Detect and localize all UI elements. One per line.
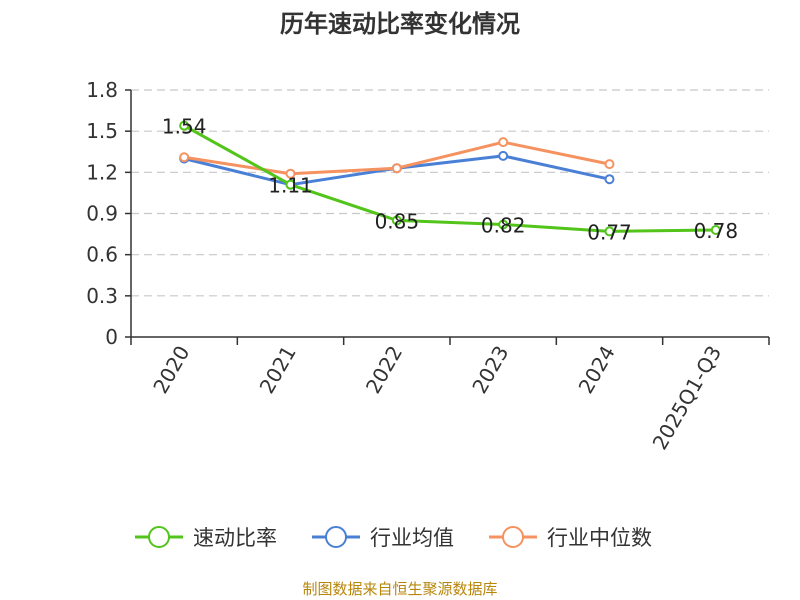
data-label: 1.54 — [162, 115, 207, 139]
y-tick-label: 0 — [105, 325, 118, 349]
data-label: 0.82 — [481, 213, 526, 237]
x-tick-label: 2020 — [148, 342, 194, 398]
legend-label: 行业均值 — [370, 526, 454, 550]
y-tick-label: 0.6 — [86, 243, 118, 267]
x-tick-label: 2025Q1-Q3 — [647, 342, 726, 454]
legend-label: 行业中位数 — [547, 526, 652, 550]
data-point[interactable] — [391, 215, 402, 226]
legend-item[interactable]: 速动比率 — [135, 526, 277, 550]
data-point[interactable] — [179, 152, 190, 163]
data-labels: 1.54 1.11 0.85 0.82 0.77 0.78 — [162, 115, 738, 245]
y-tick-label: 1.8 — [86, 78, 118, 102]
y-tick-label: 1.2 — [86, 160, 118, 184]
data-point[interactable] — [179, 120, 190, 131]
legend-swatch-marker — [325, 526, 347, 548]
data-label: 0.85 — [375, 209, 420, 233]
data-point[interactable] — [498, 150, 509, 161]
data-point[interactable] — [285, 168, 296, 179]
legend-label: 速动比率 — [193, 526, 277, 550]
data-point[interactable] — [285, 179, 296, 190]
chart-title: 历年速动比率变化情况 — [280, 10, 520, 38]
legend-swatch-marker — [148, 526, 170, 548]
x-tick-label: 2023 — [467, 341, 513, 397]
legend[interactable]: 速动比率 行业均值 行业中位数 — [135, 526, 652, 550]
data-label: 0.77 — [587, 220, 632, 244]
legend-item[interactable]: 行业均值 — [312, 526, 454, 550]
series-line — [183, 124, 716, 233]
y-tick-label: 0.9 — [86, 202, 118, 226]
data-label: 1.11 — [268, 174, 313, 198]
legend-swatch-marker — [502, 526, 524, 548]
data-point[interactable] — [604, 226, 615, 237]
data-point[interactable] — [391, 163, 402, 174]
legend-item[interactable]: 行业中位数 — [489, 526, 652, 550]
x-tick-label: 2021 — [255, 342, 301, 398]
series-group — [179, 120, 721, 237]
y-tick-label: 0.3 — [86, 284, 118, 308]
data-point[interactable] — [604, 159, 615, 170]
data-point[interactable] — [604, 174, 615, 185]
data-point[interactable] — [498, 137, 509, 148]
x-tick-label: 2024 — [574, 342, 620, 398]
data-label: 0.78 — [694, 219, 739, 243]
source-note: 制图数据来自恒生聚源数据库 — [302, 580, 497, 598]
data-point[interactable] — [498, 219, 509, 230]
x-tick-label: 2022 — [361, 342, 407, 398]
grid-lines — [131, 89, 769, 297]
y-tick-label: 1.5 — [86, 119, 118, 143]
data-point[interactable] — [710, 224, 721, 235]
